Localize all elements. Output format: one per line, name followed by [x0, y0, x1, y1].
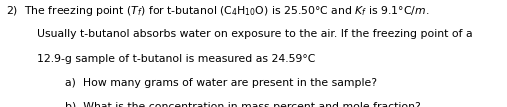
Text: 12.9-g sample of t-butanol is measured as 24.59°C: 12.9-g sample of t-butanol is measured a… [37, 54, 315, 63]
Text: a)  How many grams of water are present in the sample?: a) How many grams of water are present i… [65, 78, 377, 88]
Text: 2)  The freezing point ($T_f$) for t-butanol (C$_4$H$_{10}$O) is 25.50°C and $K_: 2) The freezing point ($T_f$) for t-buta… [6, 4, 429, 18]
Text: Usually t-butanol absorbs water on exposure to the air. If the freezing point of: Usually t-butanol absorbs water on expos… [37, 29, 472, 39]
Text: b)  What is the concentration in mass percent and mole fraction?: b) What is the concentration in mass per… [65, 102, 421, 107]
